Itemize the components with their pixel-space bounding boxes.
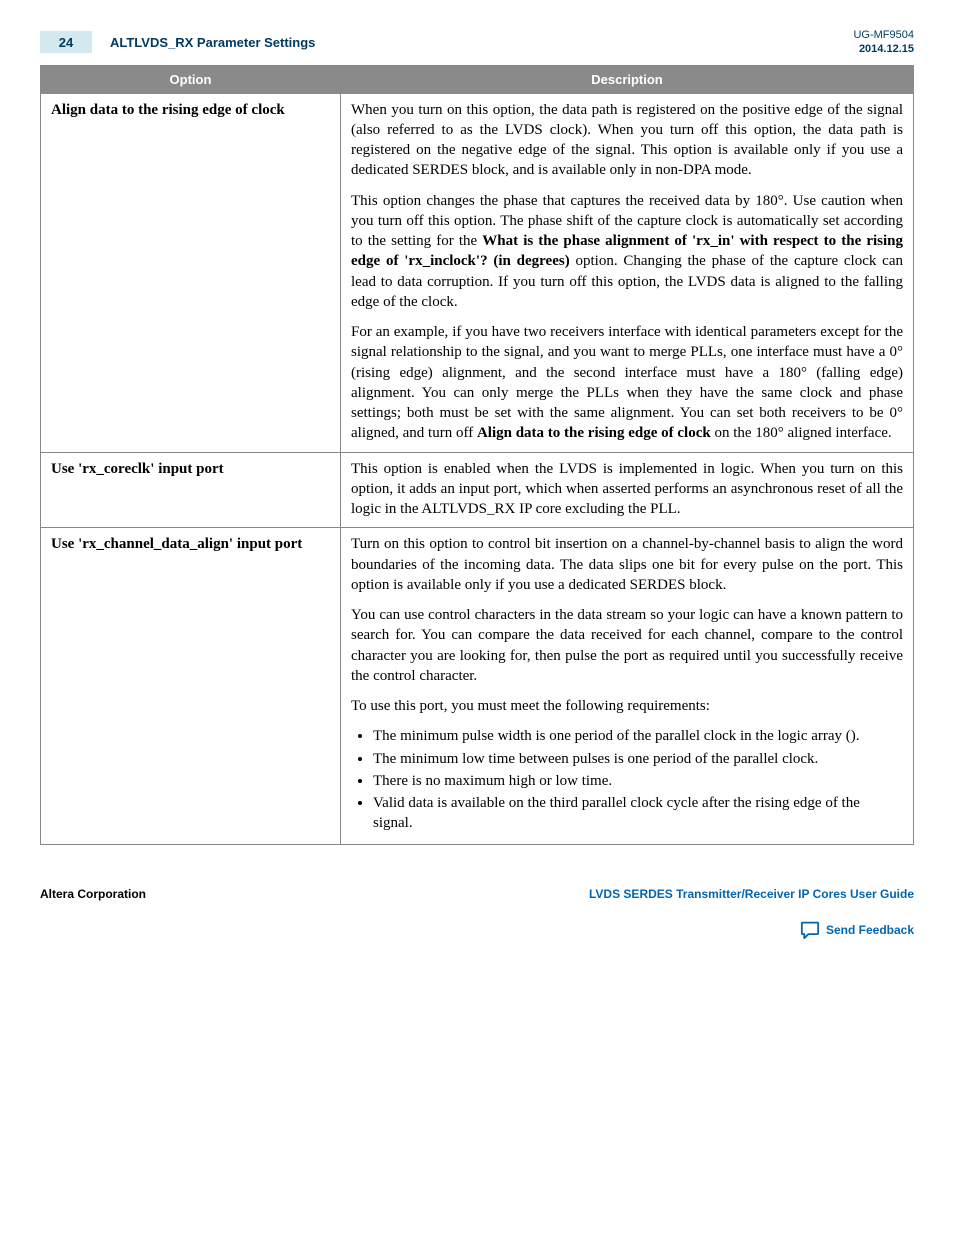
table-header-row: Option Description bbox=[41, 65, 914, 93]
col-header-description: Description bbox=[341, 65, 914, 93]
desc-paragraph: For an example, if you have two receiver… bbox=[351, 322, 903, 444]
send-feedback-link[interactable]: Send Feedback bbox=[40, 921, 914, 939]
list-item: The minimum pulse width is one period of… bbox=[373, 726, 903, 746]
desc-paragraph: This option changes the phase that captu… bbox=[351, 191, 903, 313]
option-cell: Align data to the rising edge of clock bbox=[41, 93, 341, 452]
table-row: Use 'rx_coreclk' input port This option … bbox=[41, 452, 914, 528]
footer-guide-title[interactable]: LVDS SERDES Transmitter/Receiver IP Core… bbox=[589, 887, 914, 901]
desc-paragraph: When you turn on this option, the data p… bbox=[351, 100, 903, 181]
speech-bubble-icon bbox=[800, 921, 820, 939]
doc-id: UG-MF9504 bbox=[853, 28, 914, 42]
feedback-label: Send Feedback bbox=[826, 923, 914, 937]
header-left: 24 ALTLVDS_RX Parameter Settings bbox=[40, 31, 315, 53]
desc-paragraph: To use this port, you must meet the foll… bbox=[351, 696, 903, 716]
page-number: 24 bbox=[40, 31, 92, 53]
parameter-table: Option Description Align data to the ris… bbox=[40, 65, 914, 845]
list-item: Valid data is available on the third par… bbox=[373, 793, 903, 834]
col-header-option: Option bbox=[41, 65, 341, 93]
description-cell: When you turn on this option, the data p… bbox=[341, 93, 914, 452]
desc-paragraph: Turn on this option to control bit inser… bbox=[351, 534, 903, 595]
list-item: There is no maximum high or low time. bbox=[373, 771, 903, 791]
footer-company: Altera Corporation bbox=[40, 887, 146, 901]
page-footer: Altera Corporation LVDS SERDES Transmitt… bbox=[40, 887, 914, 901]
description-cell: This option is enabled when the LVDS is … bbox=[341, 452, 914, 528]
option-cell: Use 'rx_coreclk' input port bbox=[41, 452, 341, 528]
section-title: ALTLVDS_RX Parameter Settings bbox=[110, 35, 315, 50]
desc-paragraph: This option is enabled when the LVDS is … bbox=[351, 459, 903, 520]
requirements-list: The minimum pulse width is one period of… bbox=[351, 726, 903, 833]
header-right: UG-MF9504 2014.12.15 bbox=[853, 28, 914, 57]
table-row: Use 'rx_channel_data_align' input port T… bbox=[41, 528, 914, 844]
table-row: Align data to the rising edge of clock W… bbox=[41, 93, 914, 452]
page-header: 24 ALTLVDS_RX Parameter Settings UG-MF95… bbox=[40, 28, 914, 57]
description-cell: Turn on this option to control bit inser… bbox=[341, 528, 914, 844]
desc-paragraph: You can use control characters in the da… bbox=[351, 605, 903, 686]
page: 24 ALTLVDS_RX Parameter Settings UG-MF95… bbox=[0, 0, 954, 959]
option-cell: Use 'rx_channel_data_align' input port bbox=[41, 528, 341, 844]
list-item: The minimum low time between pulses is o… bbox=[373, 749, 903, 769]
doc-date: 2014.12.15 bbox=[853, 42, 914, 56]
